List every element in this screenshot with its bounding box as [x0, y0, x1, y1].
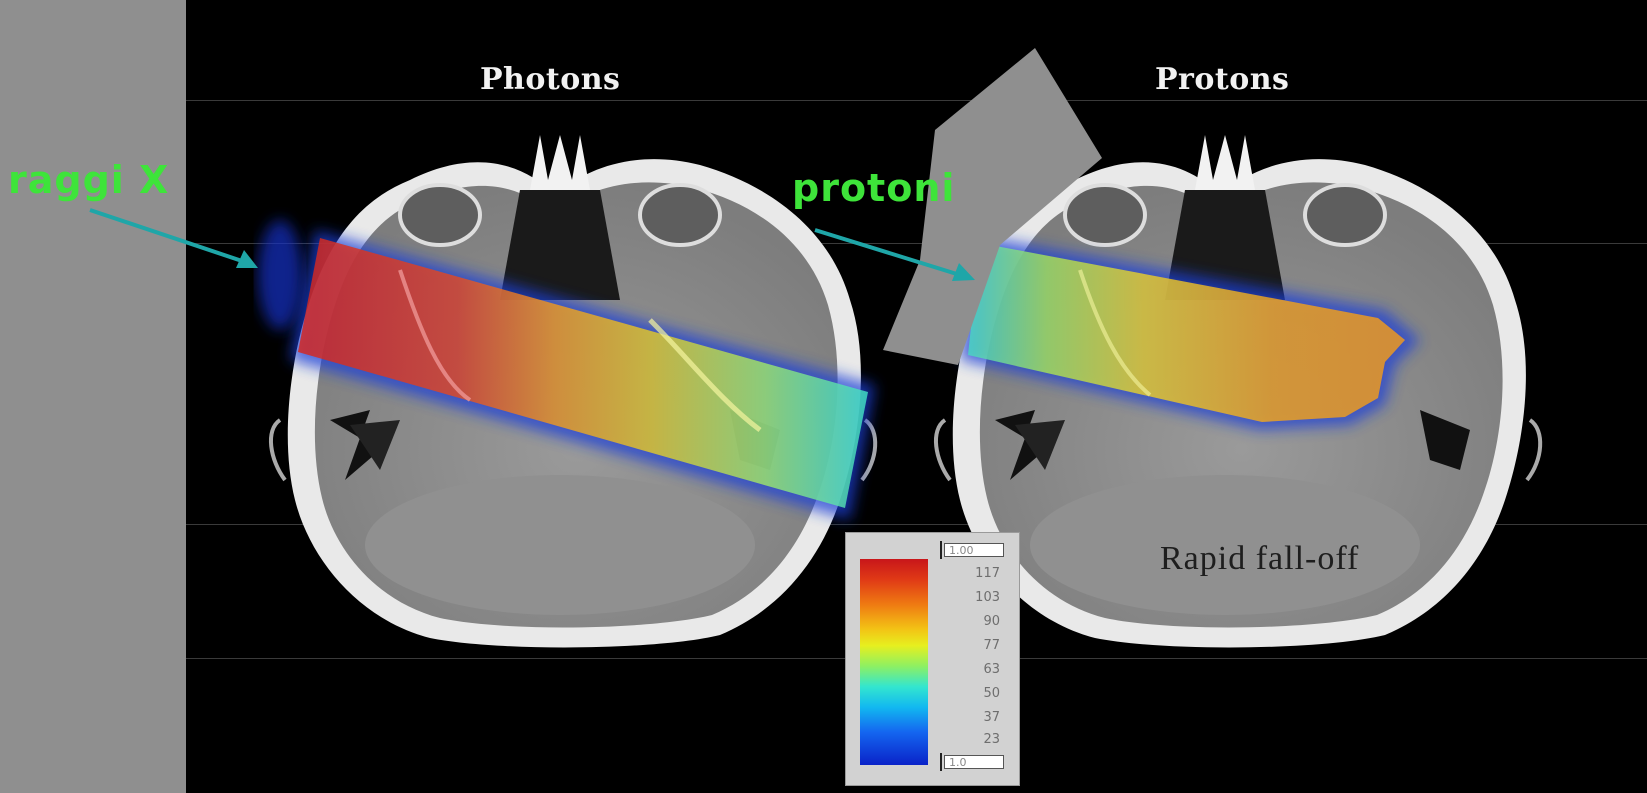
proton-dose-band [960, 235, 1420, 430]
dose-colorbar: 1.00 117 103 90 77 63 50 37 23 1.0 [845, 532, 1020, 786]
photons-heading: Photons [480, 62, 621, 97]
colorbar-label: 103 [975, 590, 1000, 605]
left-gray-bar [0, 0, 186, 793]
colorbar-max-box: 1.00 [944, 543, 1004, 557]
colorbar-label: 117 [975, 566, 1000, 581]
colorbar-tick [940, 753, 942, 771]
raggi-x-label: raggi X [8, 158, 170, 202]
raggi-x-arrow [89, 208, 258, 268]
protons-heading: Protons [1155, 62, 1290, 97]
colorbar-label: 63 [983, 662, 1000, 677]
colorbar-tick [940, 541, 942, 559]
colorbar-label: 37 [983, 710, 1000, 725]
scan-line [186, 100, 1647, 101]
photon-dose-band [258, 220, 875, 520]
colorbar-min-box: 1.0 [944, 755, 1004, 769]
protoni-label: protoni [792, 166, 956, 210]
protoni-arrow [814, 228, 975, 281]
colorbar-label: 50 [983, 686, 1000, 701]
colorbar-label: 77 [983, 638, 1000, 653]
proton-nozzle [883, 48, 1102, 365]
colorbar-label: 23 [983, 732, 1000, 747]
scan-line [186, 524, 1647, 525]
scan-line [186, 243, 1647, 244]
colorbar-gradient [860, 559, 928, 765]
rapid-falloff-label: Rapid fall-off [1160, 540, 1360, 577]
colorbar-label: 90 [983, 614, 1000, 629]
